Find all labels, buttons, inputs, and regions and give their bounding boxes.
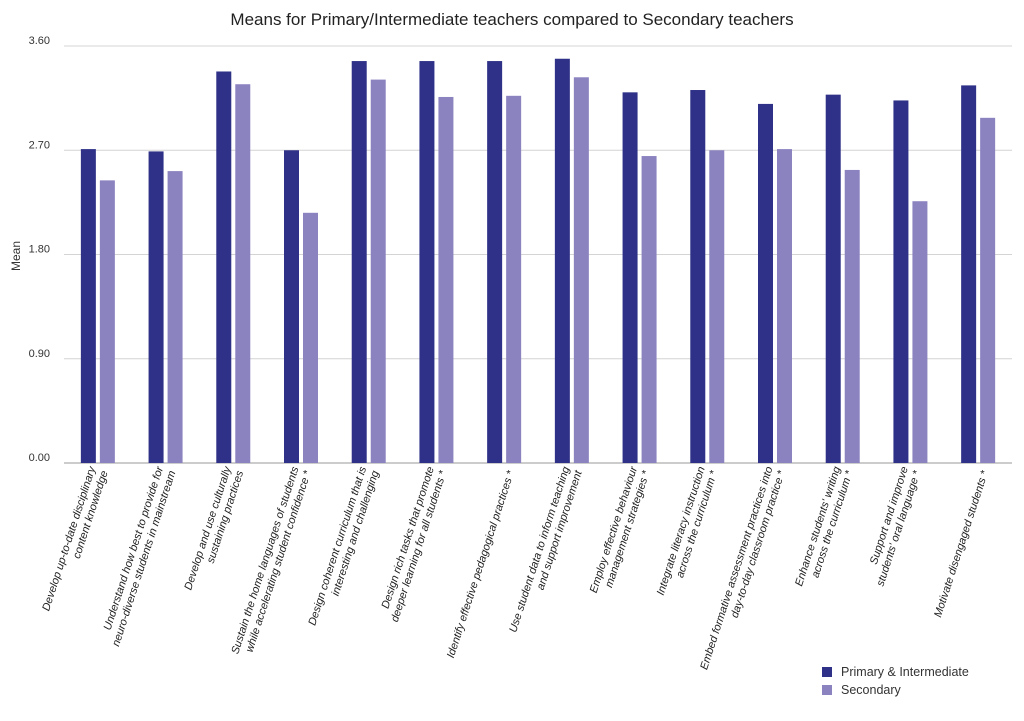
bar-primary-intermediate [690, 90, 706, 464]
x-tick-label-line: while accelerating student confidence * [244, 469, 314, 654]
bar-secondary [844, 169, 860, 464]
bar-secondary [370, 79, 386, 463]
bar-primary-intermediate [80, 149, 96, 463]
x-tick-label: Integrate literacy instructionacross the… [655, 465, 721, 601]
bar-secondary [641, 156, 657, 463]
legend-label-primary: Primary & Intermediate [841, 665, 969, 679]
x-tick-label-line: Motivate disengaged students * [932, 469, 991, 619]
bar-secondary [709, 150, 725, 463]
bar-secondary [99, 180, 115, 463]
bar-secondary [235, 84, 251, 463]
y-tick-label: 0.00 [29, 452, 50, 464]
bar-primary-intermediate [622, 92, 638, 463]
x-tick-label: Understand how best to provide forneuro-… [98, 464, 179, 648]
bar-primary-intermediate [284, 150, 299, 463]
x-tick-label: Sustain the home languages of studentswh… [229, 465, 314, 660]
bar-secondary [303, 212, 318, 463]
legend-label-secondary: Secondary [841, 683, 901, 697]
y-tick-label: 3.60 [29, 35, 50, 47]
y-tick-label: 1.80 [29, 244, 50, 256]
bar-primary-intermediate [825, 94, 841, 464]
x-tick-label: Employ effective behaviourmanagement str… [588, 464, 653, 599]
bar-primary-intermediate [893, 100, 909, 464]
x-tick-label-line: Use student data to inform teaching [507, 464, 572, 634]
x-tick-label: Use student data to inform teachingand s… [507, 464, 585, 638]
bar-secondary [912, 201, 928, 463]
bar-primary-intermediate [554, 58, 570, 463]
y-tick-label: 2.70 [29, 139, 50, 151]
x-tick-label: Design coherent curriculum that isintere… [306, 464, 381, 631]
x-tick-label: Design rich tasks that promotedeeper lea… [377, 465, 450, 624]
y-axis-label: Mean [9, 241, 23, 271]
bar-primary-intermediate [961, 85, 977, 463]
legend-item-secondary: Secondary [822, 682, 969, 698]
x-tick-label-line: Design coherent curriculum that is [306, 465, 369, 627]
bar-primary-intermediate [148, 151, 164, 464]
x-tick-label: Enhance students' writingacross the curr… [793, 464, 856, 591]
bar-secondary [980, 117, 996, 464]
bar-secondary [777, 149, 792, 463]
legend-swatch-secondary [822, 685, 832, 695]
bar-secondary [506, 95, 522, 463]
legend-item-primary: Primary & Intermediate [822, 664, 969, 680]
chart-title: Means for Primary/Intermediate teachers … [230, 10, 794, 29]
bar-primary-intermediate [758, 103, 773, 464]
bar-primary-intermediate [487, 61, 503, 463]
bar-secondary [438, 96, 454, 463]
x-tick-label: Motivate disengaged students * [932, 469, 991, 619]
bar-secondary [167, 171, 183, 463]
bar-secondary [573, 77, 589, 464]
legend: Primary & Intermediate Secondary [822, 664, 969, 700]
y-tick-label: 0.90 [29, 348, 50, 360]
bar-primary-intermediate [419, 61, 435, 463]
legend-swatch-primary [822, 667, 832, 677]
x-tick-label-line: Sustain the home languages of students [229, 465, 301, 656]
bar-primary-intermediate [351, 61, 367, 463]
bar-primary-intermediate [216, 71, 232, 463]
x-tick-label-line: Develop up-to-date disciplinary [40, 464, 99, 613]
x-tick-label: Develop up-to-date disciplinarycontent k… [40, 464, 111, 617]
x-tick-label: Support and improvestudents' oral langua… [862, 465, 923, 588]
x-tick-label: Develop and use culturallysustaining pra… [182, 464, 246, 596]
